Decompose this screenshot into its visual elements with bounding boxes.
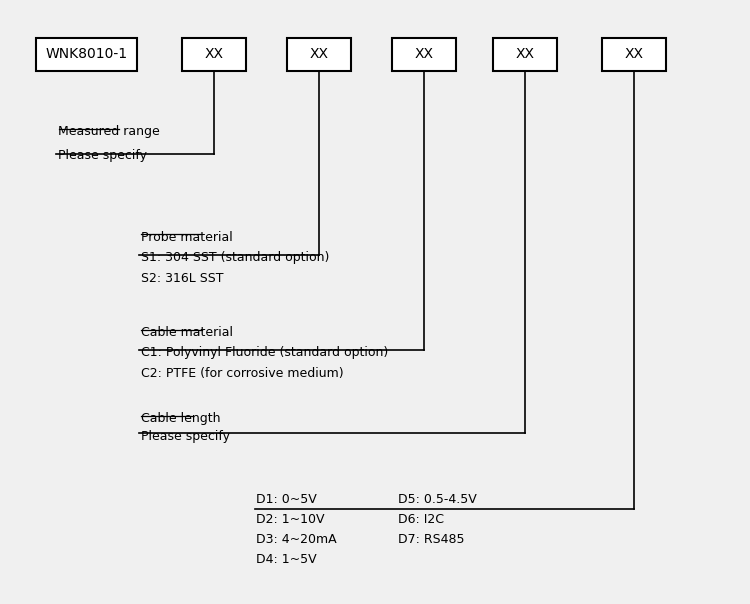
Text: D6: I2C: D6: I2C [398, 513, 443, 527]
Text: XX: XX [515, 47, 535, 62]
Text: WNK8010-1: WNK8010-1 [45, 47, 128, 62]
Text: D4: 1~5V: D4: 1~5V [256, 553, 317, 566]
Text: XX: XX [624, 47, 644, 62]
Text: Please specify: Please specify [58, 149, 148, 162]
Text: D7: RS485: D7: RS485 [398, 533, 464, 546]
Text: D5: 0.5-4.5V: D5: 0.5-4.5V [398, 493, 476, 507]
Text: Please specify: Please specify [141, 430, 230, 443]
Bar [494, 37, 556, 71]
Bar [36, 37, 136, 71]
Bar [602, 37, 666, 71]
Text: Cable material: Cable material [141, 326, 233, 339]
Bar [182, 37, 245, 71]
Text: Cable length: Cable length [141, 412, 220, 425]
Text: D3: 4~20mA: D3: 4~20mA [256, 533, 338, 546]
Text: C1: Polyvinyl Fluoride (standard option): C1: Polyvinyl Fluoride (standard option) [141, 346, 388, 359]
Text: Measured range: Measured range [58, 125, 160, 138]
Text: D1: 0~5V: D1: 0~5V [256, 493, 317, 507]
Text: C2: PTFE (for corrosive medium): C2: PTFE (for corrosive medium) [141, 367, 344, 381]
Text: S1: 304 SST (standard option): S1: 304 SST (standard option) [141, 251, 329, 264]
Bar [392, 37, 455, 71]
Text: XX: XX [309, 47, 328, 62]
Text: S2: 316L SST: S2: 316L SST [141, 272, 224, 285]
Text: Probe material: Probe material [141, 231, 232, 244]
Bar [286, 37, 350, 71]
Text: XX: XX [204, 47, 224, 62]
Text: XX: XX [414, 47, 434, 62]
Text: D2: 1~10V: D2: 1~10V [256, 513, 325, 527]
